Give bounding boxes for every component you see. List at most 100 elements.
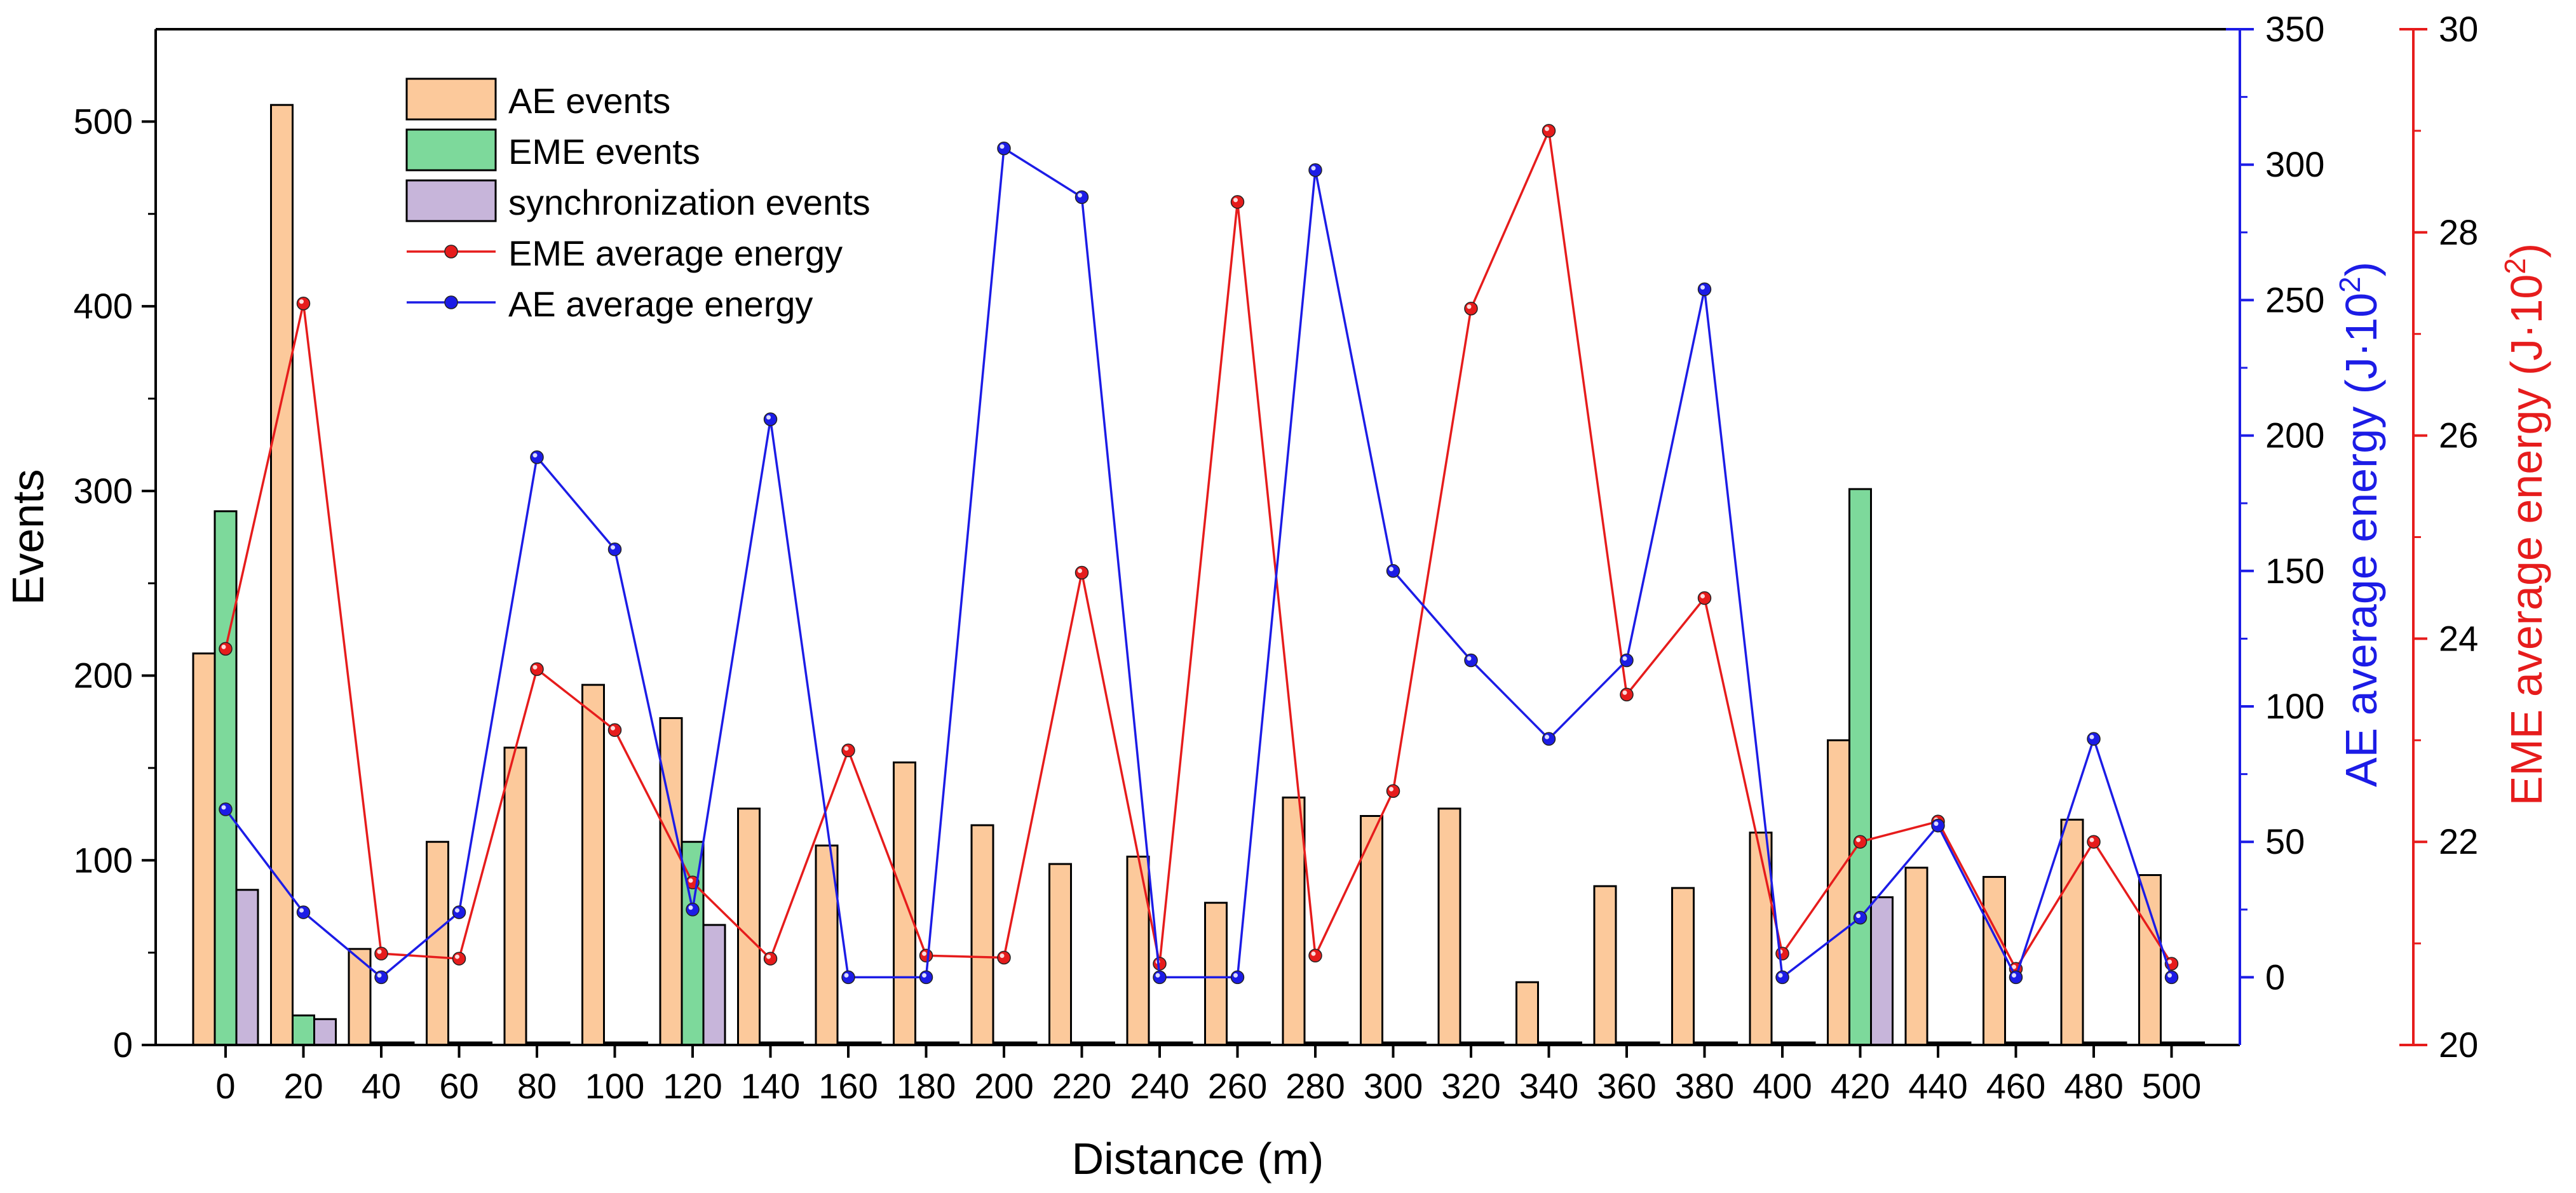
- bar-synchronization-events-420: [1870, 896, 1894, 1046]
- axis-titles: Distance (m) Events AE average energy (J·1…: [3, 243, 2551, 1183]
- point-highlight: [455, 954, 459, 959]
- point-highlight: [2012, 964, 2016, 969]
- point-highlight: [922, 951, 926, 956]
- bar-synchronization-events-20: [313, 1018, 337, 1046]
- point-highlight: [1700, 285, 1705, 290]
- bar-AE-events-320: [1437, 807, 1461, 1046]
- x-tick-label: 480: [2064, 1066, 2123, 1106]
- point-highlight: [2089, 837, 2094, 842]
- legend-label-synchronization-events: synchronization events: [508, 182, 871, 222]
- point-highlight: [1934, 821, 1939, 826]
- point-EME-average-energy-40: [374, 947, 388, 960]
- ae-tick-label: 300: [2265, 144, 2324, 184]
- legend-label-EME-average-energy: EME average energy: [508, 233, 843, 273]
- point-AE-average-energy-100: [607, 542, 622, 556]
- point-AE-average-energy-340: [1542, 732, 1556, 746]
- point-highlight: [844, 973, 849, 978]
- x-tick-label: 300: [1364, 1066, 1423, 1106]
- point-highlight: [2012, 973, 2016, 978]
- x-tick-label: 460: [1986, 1066, 2045, 1106]
- x-tick-label: 200: [974, 1066, 1033, 1106]
- point-AE-average-energy-200: [997, 141, 1011, 156]
- point-AE-average-energy-220: [1074, 190, 1089, 205]
- x-tick-label: 280: [1285, 1066, 1345, 1106]
- left-tick-label: 400: [74, 286, 133, 326]
- eme-axis-title-sup: 2: [2498, 258, 2532, 274]
- eme-tick-label: 28: [2439, 212, 2478, 252]
- bar-AE-events-0: [192, 652, 216, 1046]
- x-tick-label: 100: [585, 1066, 644, 1106]
- ae-axis-title-close: ): [2336, 262, 2386, 276]
- legend-swatch-EME-events: [405, 128, 497, 172]
- x-tick-label: 420: [1831, 1066, 1890, 1106]
- bar-AE-events-20: [270, 104, 294, 1046]
- point-EME-average-energy-60: [452, 952, 466, 966]
- bar-AE-events-60: [426, 840, 449, 1046]
- bar-AE-events-100: [581, 684, 605, 1046]
- point-highlight: [299, 908, 304, 913]
- point-EME-average-energy-140: [763, 952, 778, 966]
- point-EME-average-energy-300: [1386, 784, 1400, 798]
- legend-label-AE-average-energy: AE average energy: [508, 284, 813, 324]
- x-tick-label: 240: [1130, 1066, 1189, 1106]
- point-highlight: [1856, 913, 1861, 919]
- bar-AE-events-40: [348, 948, 372, 1046]
- bar-AE-events-480: [2060, 818, 2084, 1046]
- point-highlight: [299, 299, 304, 304]
- point-AE-average-energy-300: [1386, 564, 1400, 578]
- x-tick-label: 340: [1519, 1066, 1578, 1106]
- point-highlight: [221, 805, 226, 810]
- point-highlight: [1856, 837, 1861, 842]
- ae-tick-label: 100: [2265, 686, 2324, 726]
- ae-tick-label: 0: [2265, 957, 2285, 997]
- point-highlight: [1778, 973, 1783, 978]
- point-highlight: [1155, 973, 1160, 978]
- left-tick-label: 0: [113, 1025, 133, 1065]
- point-AE-average-energy-260: [1230, 970, 1245, 985]
- point-highlight: [1545, 126, 1549, 131]
- legend-marker-EME-average-energy: [444, 245, 458, 259]
- point-highlight: [221, 644, 226, 649]
- x-tick-label: 400: [1752, 1066, 1812, 1106]
- point-highlight: [377, 949, 382, 954]
- bar-EME-events-20: [292, 1014, 315, 1046]
- eme-tick-label: 20: [2439, 1025, 2478, 1065]
- x-tick-label: 180: [897, 1066, 956, 1106]
- legend-swatch-AE-events: [405, 78, 497, 121]
- bar-AE-events-140: [737, 807, 761, 1046]
- point-EME-average-energy-320: [1464, 301, 1478, 316]
- x-tick-label: 120: [663, 1066, 722, 1106]
- point-highlight: [455, 908, 459, 913]
- bar-EME-events-0: [214, 510, 238, 1046]
- ae-axis-title: AE average energy (J·102): [2333, 262, 2386, 787]
- point-EME-average-energy-100: [607, 723, 622, 738]
- eme-axis-title-main: EME average energy (J·10: [2502, 274, 2551, 806]
- point-AE-average-energy-500: [2164, 970, 2179, 985]
- x-tick-label: 320: [1441, 1066, 1500, 1106]
- legend-marker-AE-average-energy: [444, 295, 458, 309]
- ae-tick-label: 50: [2265, 821, 2305, 861]
- bar-AE-events-280: [1282, 796, 1306, 1046]
- point-EME-average-energy-200: [997, 950, 1011, 965]
- bar-AE-events-380: [1671, 887, 1695, 1046]
- point-highlight: [1233, 198, 1238, 203]
- bar-AE-events-260: [1204, 901, 1228, 1046]
- line-layer: [219, 124, 2179, 985]
- point-EME-average-energy-420: [1853, 835, 1868, 849]
- bar-synchronization-events-0: [235, 889, 259, 1046]
- legend-swatch-synchronization-events: [405, 179, 497, 222]
- bar-AE-events-240: [1126, 855, 1150, 1046]
- left-tick-label: 300: [74, 471, 133, 511]
- point-EME-average-energy-20: [296, 296, 311, 311]
- point-highlight: [1078, 568, 1082, 573]
- x-tick-label: 380: [1675, 1066, 1734, 1106]
- x-tick-label: 0: [215, 1066, 235, 1106]
- ae-axis-title-main: AE average energy (J·10: [2336, 293, 2386, 787]
- point-AE-average-energy-460: [2009, 970, 2023, 985]
- left-tick-label: 200: [74, 656, 133, 696]
- point-AE-average-energy-160: [841, 970, 855, 985]
- point-highlight: [1545, 734, 1549, 739]
- bar-AE-events-340: [1515, 981, 1539, 1046]
- x-axis-title: Distance (m): [1072, 1134, 1324, 1183]
- point-highlight: [2167, 959, 2172, 964]
